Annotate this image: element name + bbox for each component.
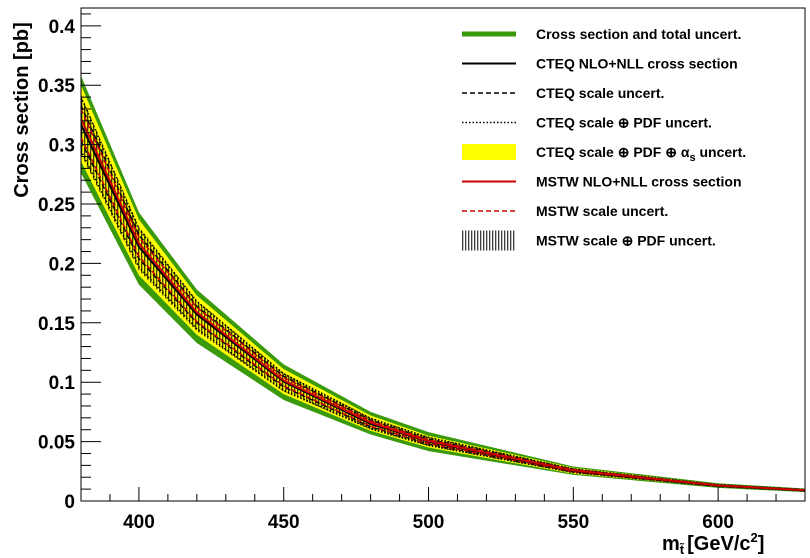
curve-black-dotted-lower: [81, 150, 805, 492]
x-axis-title: mt̃ [GeV/c2]: [662, 530, 764, 557]
x-tick-label: 600: [702, 512, 734, 533]
legend-entry: MSTW scale ⊕ PDF uncert.: [462, 230, 716, 251]
cross-section-curves: [81, 96, 805, 492]
legend-label: MSTW scale uncert.: [536, 203, 668, 219]
x-tick-label: 550: [557, 512, 589, 533]
y-tick-label: 0.25: [38, 195, 75, 216]
legend-label: CTEQ scale uncert.: [536, 85, 664, 101]
y-tick-label: 0.35: [38, 76, 75, 97]
legend-label: MSTW NLO+NLL cross section: [536, 174, 742, 190]
legend-label: Cross section and total uncert.: [536, 26, 741, 42]
x-tick-label: 450: [268, 512, 300, 533]
legend-entry: Cross section and total uncert.: [462, 26, 741, 42]
legend-label: MSTW scale ⊕ PDF uncert.: [536, 233, 716, 249]
legend-entry: CTEQ scale uncert.: [462, 85, 664, 101]
x-axis-title-subscript: t̃: [680, 542, 685, 557]
curve-red-solid: [81, 118, 805, 492]
y-tick-label: 0.4: [49, 17, 76, 38]
legend-label: CTEQ scale ⊕ PDF uncert.: [536, 115, 712, 131]
y-tick-label: 0.1: [49, 373, 76, 394]
legend-symbol: [462, 144, 516, 160]
x-axis-title-symbol: m: [662, 533, 680, 555]
axes: 400 450 500 550 600 0 0.05 0.1 0.15 0.2 0.25 0.3 0.3…: [38, 13, 806, 533]
y-tick-label: 0.15: [38, 314, 75, 335]
legend-entry: CTEQ scale ⊕ PDF uncert.: [462, 115, 712, 131]
x-axis-title-unit-superscript: 2: [751, 530, 758, 545]
legend: Cross section and total uncert. CTEQ NLO+…: [462, 26, 746, 251]
x-axis-title-unit-close: ]: [758, 533, 765, 555]
y-tick-label: 0.2: [49, 254, 75, 275]
legend-label: CTEQ NLO+NLL cross section: [536, 56, 738, 72]
x-tick-label: 400: [123, 512, 155, 533]
y-axis-title: Cross section [pb]: [11, 22, 33, 198]
y-tick-label: 0.05: [38, 433, 75, 454]
legend-entry: CTEQ scale ⊕ PDF ⊕ αs uncert.: [462, 144, 746, 164]
legend-entry: MSTW NLO+NLL cross section: [462, 174, 742, 190]
legend-entry: CTEQ NLO+NLL cross section: [462, 56, 738, 72]
x-axis-title-unit: [GeV/c: [687, 533, 750, 555]
x-tick-label: 500: [413, 512, 445, 533]
legend-label: CTEQ scale ⊕ PDF ⊕ αs uncert.: [536, 144, 746, 164]
plot-frame: [80, 7, 806, 502]
legend-entry: MSTW scale uncert.: [462, 203, 668, 219]
y-tick-label: 0.3: [49, 136, 75, 157]
y-tick-label: 0: [64, 492, 75, 513]
legend-symbol: [462, 230, 516, 251]
